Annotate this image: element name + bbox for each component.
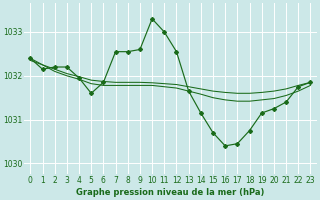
X-axis label: Graphe pression niveau de la mer (hPa): Graphe pression niveau de la mer (hPa) [76, 188, 265, 197]
